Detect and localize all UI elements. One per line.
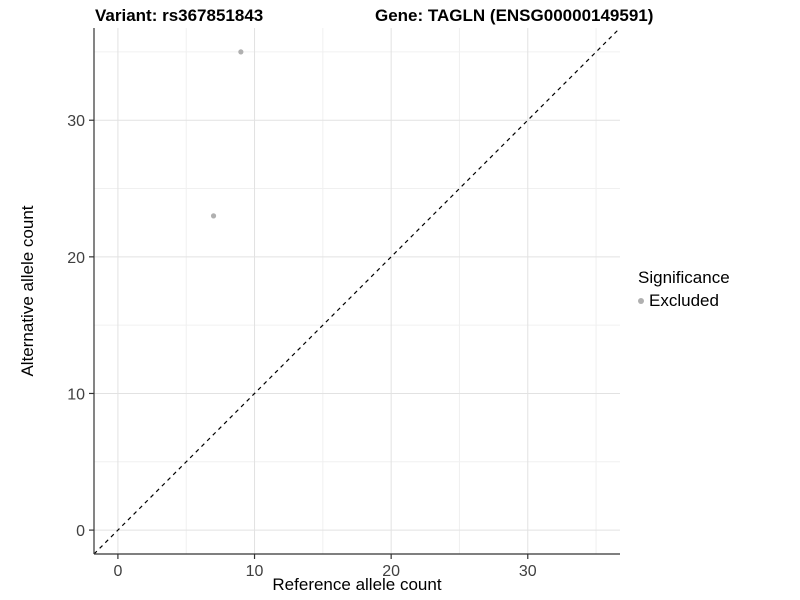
x-tick-label: 20 <box>382 563 400 580</box>
legend-title: Significance <box>638 268 730 287</box>
legend-item-label: Excluded <box>649 291 719 310</box>
data-point <box>238 49 244 55</box>
legend-point-icon <box>638 298 644 304</box>
gene-title: Gene: TAGLN (ENSG00000149591) <box>375 6 654 25</box>
identity-reference-line <box>93 27 621 555</box>
x-tick-label: 10 <box>246 563 264 580</box>
y-tick-label: 20 <box>67 250 85 267</box>
x-tick-label: 30 <box>519 563 537 580</box>
x-tick-label: 0 <box>113 563 122 580</box>
x-axis-title: Reference allele count <box>272 575 442 594</box>
y-tick-label: 10 <box>67 386 85 403</box>
y-tick-label: 30 <box>67 113 85 130</box>
legend-item-excluded: Excluded <box>638 291 730 311</box>
data-point <box>210 213 217 219</box>
y-tick-label: 0 <box>76 523 85 540</box>
legend: Significance Excluded <box>638 268 730 311</box>
y-axis-title: Alternative allele count <box>18 205 37 377</box>
variant-title: Variant: rs367851843 <box>95 6 264 25</box>
